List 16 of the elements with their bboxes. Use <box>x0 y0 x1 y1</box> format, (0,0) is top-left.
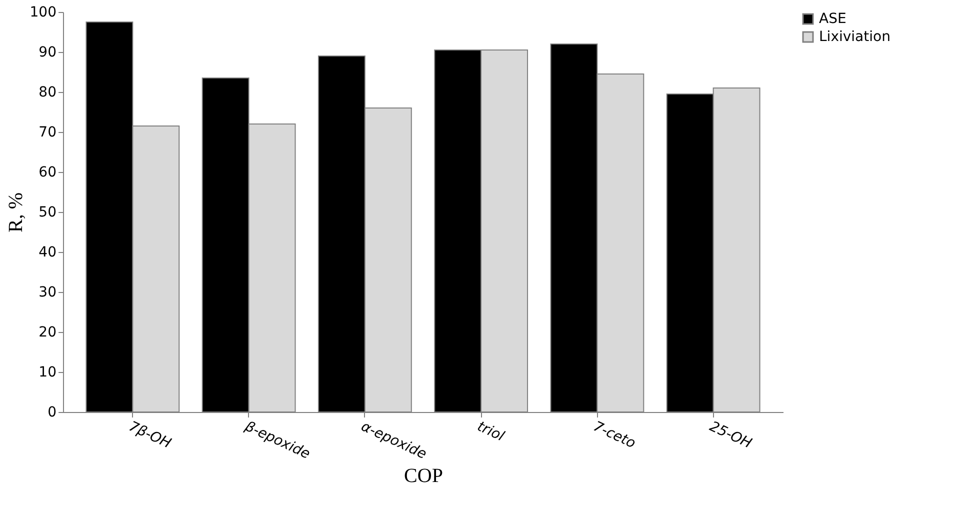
legend-label: ASE <box>819 11 846 27</box>
y-tick-label: 50 <box>38 204 56 220</box>
y-tick-label: 20 <box>38 324 56 340</box>
y-tick-label: 10 <box>38 364 56 380</box>
y-axis-title: R, % <box>4 192 27 232</box>
x-axis-title: COP <box>404 464 443 487</box>
x-tick-label: triol <box>474 418 507 445</box>
y-tick-label: 0 <box>48 404 56 420</box>
y-tick-label: 30 <box>38 284 56 300</box>
legend-label: Lixiviation <box>819 29 890 45</box>
y-tick-label: 80 <box>38 84 56 100</box>
y-tick-label: 90 <box>38 44 56 60</box>
y-tick-label: 100 <box>30 4 56 20</box>
y-tick-label: 70 <box>38 124 56 140</box>
y-tick-label: 40 <box>38 244 56 260</box>
y-tick-label: 60 <box>38 164 56 180</box>
